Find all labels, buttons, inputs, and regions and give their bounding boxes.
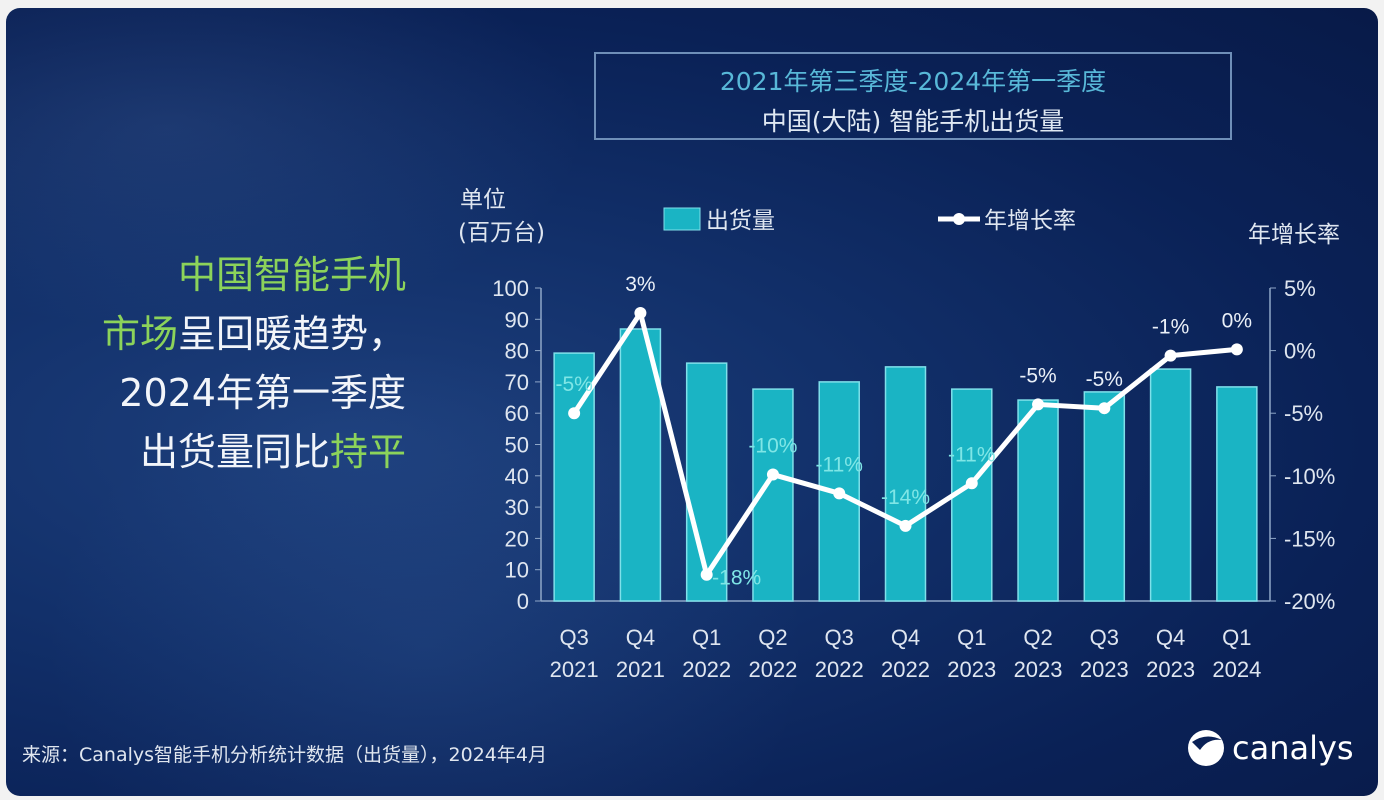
- chart-title-box: 2021年第三季度-2024年第一季度 中国(大陆) 智能手机出货量: [594, 52, 1232, 140]
- headline-line2: 呈回暖趋势，: [177, 312, 406, 356]
- left-tick-label: 80: [505, 339, 529, 364]
- left-tick-label: 100: [492, 276, 529, 301]
- x-tick-year: 2024: [1212, 657, 1261, 682]
- x-tick-year: 2022: [748, 657, 797, 682]
- growth-point-10: [1230, 343, 1243, 356]
- growth-data-label: -5%: [1086, 368, 1123, 391]
- x-tick-year: 2022: [881, 657, 930, 682]
- growth-data-label: -11%: [948, 443, 995, 466]
- x-tick-quarter: Q4: [626, 625, 655, 650]
- x-tick-quarter: Q1: [1222, 625, 1251, 650]
- canalys-logo: canalys: [1186, 728, 1354, 768]
- right-tick-label: 0%: [1284, 339, 1316, 364]
- growth-data-label: -11%: [815, 453, 862, 476]
- left-tick-label: 70: [505, 370, 529, 395]
- bar-10: [1216, 386, 1258, 602]
- canalys-logo-icon: [1188, 730, 1224, 766]
- right-tick-label: -5%: [1284, 401, 1323, 426]
- growth-data-label: -5%: [555, 373, 592, 396]
- bar-6: [951, 388, 993, 602]
- logo-text: canalys: [1232, 729, 1354, 767]
- growth-data-label: -18%: [712, 567, 761, 590]
- left-tick-label: 30: [505, 495, 529, 520]
- left-tick-label: 90: [505, 307, 529, 332]
- x-tick-year: 2023: [1014, 657, 1063, 682]
- headline-line1: 中国智能手机: [177, 253, 406, 297]
- slide: 2021年第三季度-2024年第一季度 中国(大陆) 智能手机出货量 中国智能手…: [6, 8, 1378, 796]
- x-tick-quarter: Q4: [1156, 625, 1185, 650]
- x-tick-year: 2021: [616, 657, 665, 682]
- legend-line-label: 年增长率: [984, 208, 1076, 234]
- growth-point-9: [1164, 349, 1177, 362]
- bar-2: [685, 362, 728, 602]
- chart-title-period: 2021年第三季度-2024年第一季度: [719, 67, 1107, 96]
- growth-point-7: [1032, 398, 1045, 411]
- headline-line2-green: 市场: [101, 312, 178, 356]
- x-tick-quarter: Q4: [891, 625, 920, 650]
- left-axis-unit: (百万台): [458, 220, 545, 246]
- source-footnote: 来源：Canalys智能手机分析统计数据（出货量），2024年4月: [22, 744, 547, 766]
- x-tick-year: 2023: [1080, 657, 1129, 682]
- x-tick-year: 2023: [1146, 657, 1195, 682]
- growth-point-8: [1098, 402, 1111, 415]
- x-tick-quarter: Q2: [758, 625, 787, 650]
- x-tick-year: 2022: [815, 657, 864, 682]
- growth-data-label: 3%: [625, 273, 655, 296]
- growth-point-3: [766, 468, 779, 481]
- x-tick-year: 2021: [550, 657, 599, 682]
- bar-5: [884, 366, 927, 602]
- left-axis-title: 单位: [460, 187, 506, 213]
- growth-point-5: [899, 519, 912, 532]
- left-tick-label: 50: [505, 433, 529, 458]
- bar-7: [1017, 399, 1059, 602]
- growth-point-0: [568, 407, 581, 420]
- growth-point-1: [634, 307, 647, 320]
- x-tick-year: 2022: [682, 657, 731, 682]
- chart-title: 中国(大陆) 智能手机出货量: [761, 107, 1065, 136]
- bar-9: [1149, 368, 1192, 602]
- growth-data-label: -1%: [1152, 316, 1189, 339]
- right-tick-label: -15%: [1284, 526, 1335, 551]
- x-tick-quarter: Q1: [957, 625, 986, 650]
- growth-data-label: 0%: [1222, 309, 1252, 332]
- growth-point-2: [700, 568, 713, 581]
- x-tick-quarter: Q3: [1090, 625, 1119, 650]
- left-tick-label: 40: [505, 464, 529, 489]
- right-tick-label: -10%: [1284, 464, 1335, 489]
- headline: 中国智能手机 市场呈回暖趋势， 2024年第一季度 出货量同比持平: [46, 246, 406, 482]
- left-tick-label: 20: [505, 526, 529, 551]
- growth-data-label: -5%: [1019, 364, 1056, 387]
- headline-line4-green: 持平: [329, 430, 406, 474]
- growth-data-label: -14%: [881, 486, 930, 509]
- left-tick-label: 0: [517, 589, 529, 614]
- x-tick-quarter: Q3: [825, 625, 854, 650]
- left-tick-label: 60: [505, 401, 529, 426]
- right-axis-title: 年增长率: [1248, 222, 1340, 248]
- right-tick-label: -20%: [1284, 589, 1335, 614]
- x-tick-quarter: Q1: [692, 625, 721, 650]
- headline-line3: 2024年第一季度: [119, 371, 406, 415]
- headline-line4: 出货量同比: [139, 430, 330, 474]
- legend-bar-label: 出货量: [706, 208, 775, 234]
- x-tick-quarter: Q3: [559, 625, 588, 650]
- x-tick-year: 2023: [947, 657, 996, 682]
- legend-line-marker: [953, 213, 965, 225]
- right-tick-label: 5%: [1284, 276, 1316, 301]
- legend-bar-swatch: [663, 207, 701, 231]
- left-tick-label: 10: [505, 558, 529, 583]
- growth-data-label: -10%: [748, 435, 797, 458]
- x-tick-quarter: Q2: [1023, 625, 1052, 650]
- growth-point-4: [833, 487, 846, 500]
- growth-point-6: [965, 477, 978, 490]
- bar-8: [1083, 391, 1126, 602]
